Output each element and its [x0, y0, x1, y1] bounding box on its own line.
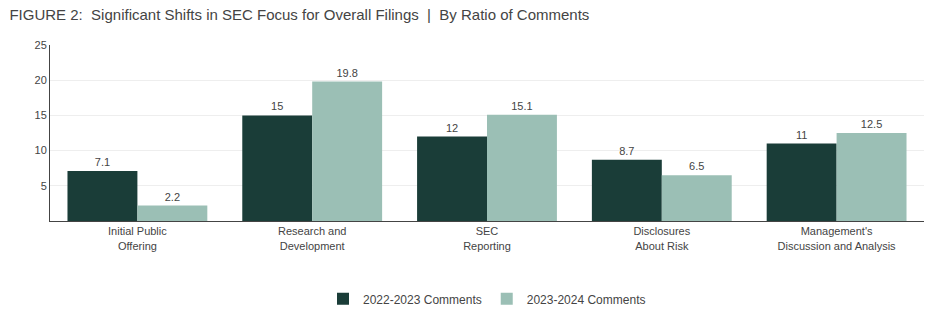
- svg-text:19.8: 19.8: [336, 67, 357, 79]
- svg-text:2023-2024 Comments: 2023-2024 Comments: [527, 293, 646, 307]
- svg-text:15: 15: [271, 100, 283, 112]
- svg-text:10: 10: [35, 144, 47, 156]
- svg-text:Research andDevelopment: Research andDevelopment: [278, 225, 347, 251]
- svg-text:5: 5: [41, 180, 47, 192]
- svg-text:12.5: 12.5: [861, 118, 882, 130]
- svg-text:DisclosuresAbout Risk: DisclosuresAbout Risk: [633, 225, 690, 251]
- svg-text:15: 15: [35, 109, 47, 121]
- svg-text:2022-2023 Comments: 2022-2023 Comments: [363, 293, 482, 307]
- svg-text:15.1: 15.1: [511, 100, 532, 112]
- svg-text:6.5: 6.5: [689, 160, 704, 172]
- svg-text:Initial PublicOffering: Initial PublicOffering: [108, 225, 167, 251]
- svg-text:25: 25: [35, 39, 47, 51]
- svg-text:8.7: 8.7: [619, 145, 634, 157]
- svg-text:Management'sDiscussion and Ana: Management'sDiscussion and Analysis: [778, 225, 897, 251]
- svg-text:7.1: 7.1: [95, 156, 110, 168]
- svg-text:20: 20: [35, 74, 47, 86]
- svg-text:11: 11: [796, 129, 807, 141]
- svg-text:FIGURE 2: Significant Shifts: FIGURE 2: Significant Shifts in SEC Focu…: [9, 6, 589, 23]
- svg-text:2.2: 2.2: [165, 191, 180, 203]
- svg-text:12: 12: [446, 122, 458, 134]
- svg-text:SECReporting: SECReporting: [463, 225, 511, 251]
